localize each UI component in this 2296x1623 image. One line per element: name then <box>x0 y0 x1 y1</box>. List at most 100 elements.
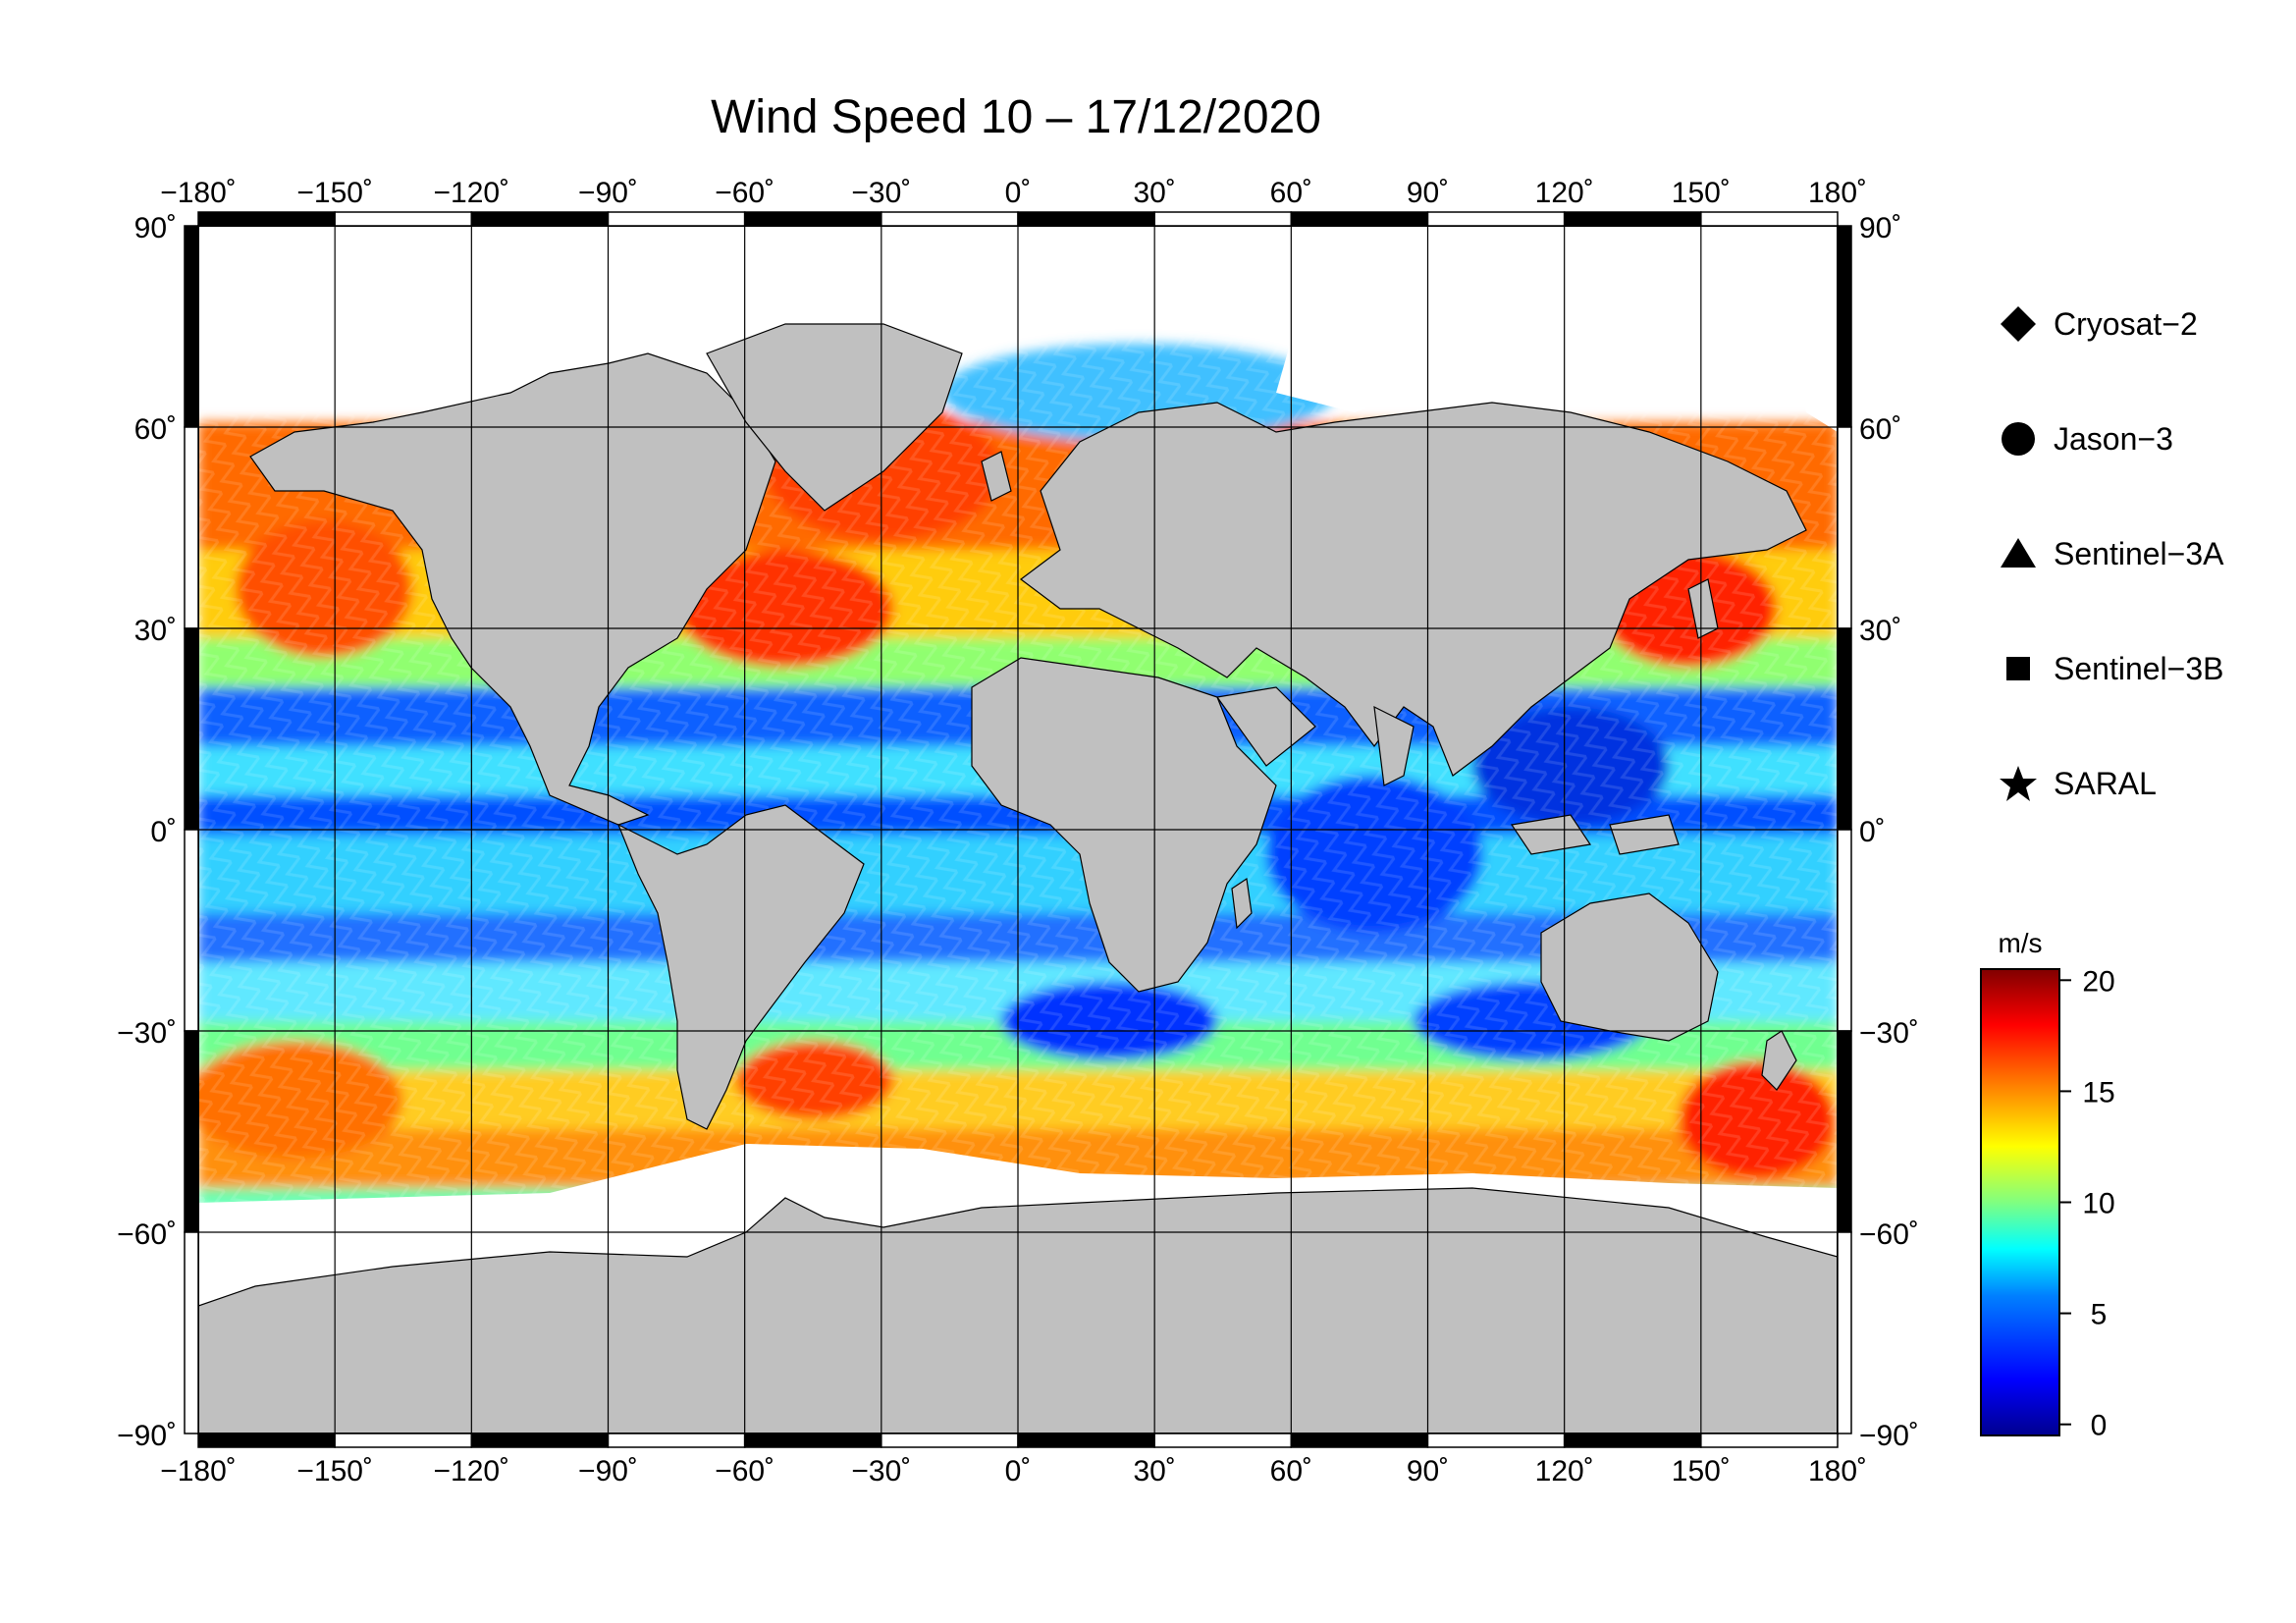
frame-segment <box>197 1433 336 1448</box>
lat-tick-label: −90˚ <box>1859 1420 1919 1452</box>
frame-segment <box>1426 211 1566 227</box>
colorbar-tick-label: 0 <box>2091 1410 2108 1442</box>
frame-segment <box>470 211 610 227</box>
circle-icon <box>2002 422 2035 456</box>
frame-segment <box>881 1433 1019 1448</box>
lat-tick-label: −60˚ <box>117 1218 177 1251</box>
frame-segment <box>184 225 199 428</box>
legend-label: Sentinel−3B <box>2054 651 2224 686</box>
lon-tick-label: 90˚ <box>1407 177 1449 209</box>
lon-tick-label: 120˚ <box>1535 1455 1594 1488</box>
lat-tick-labels-right: 90˚ 60˚ 30˚ 0˚ −30˚ −60˚ −90˚ <box>1859 212 1919 1452</box>
lon-tick-label: −180˚ <box>160 177 237 209</box>
legend-item-jason: Jason−3 <box>1999 419 2293 459</box>
star-icon <box>2000 766 2037 801</box>
square-icon <box>2006 657 2030 680</box>
frame-segment <box>197 211 336 227</box>
lon-tick-label: 0˚ <box>1005 1455 1032 1488</box>
lat-tick-label: 0˚ <box>150 816 177 848</box>
frame-segment <box>1563 1433 1702 1448</box>
lon-tick-label: −150˚ <box>296 177 373 209</box>
frame-segment <box>1837 829 1852 1032</box>
frame-segment <box>1426 1433 1566 1448</box>
lat-tick-label: −60˚ <box>1859 1218 1919 1251</box>
frame-segment <box>881 211 1019 227</box>
legend-label: Cryosat−2 <box>2054 306 2198 342</box>
frame-segment <box>1563 211 1702 227</box>
lat-tick-label: 60˚ <box>134 413 177 446</box>
lon-tick-label: 60˚ <box>1270 1455 1312 1488</box>
legend-item-saral: SARAL <box>1999 764 2293 803</box>
colorbar <box>1980 968 2060 1436</box>
lat-tick-label: 0˚ <box>1859 816 1886 848</box>
triangle-icon <box>2001 538 2036 568</box>
lon-tick-label: 180˚ <box>1808 1455 1867 1488</box>
legend-item-sentinel-3b: Sentinel−3B <box>1999 649 2293 688</box>
lon-tick-labels-top: −180˚ −150˚ −120˚ −90˚ −60˚ −30˚ 0˚ 30˚ 60˚ 90˚ 12… <box>160 177 1867 209</box>
lon-tick-label: −120˚ <box>434 177 510 209</box>
legend-label: Sentinel−3A <box>2054 536 2224 571</box>
lon-tick-label: 30˚ <box>1133 177 1175 209</box>
lon-tick-label: 150˚ <box>1672 1455 1731 1488</box>
lat-tick-label: −90˚ <box>117 1420 177 1452</box>
lat-tick-labels-left: 90˚ 60˚ 30˚ 0˚ −30˚ −60˚ −90˚ <box>117 212 177 1452</box>
lon-tick-label: −90˚ <box>578 1455 638 1488</box>
lon-tick-labels-bottom: −180˚ −150˚ −120˚ −90˚ −60˚ −30˚ 0˚ 30˚ 60˚ 90˚ 12… <box>160 1455 1867 1488</box>
lon-tick-label: −180˚ <box>160 1455 237 1488</box>
lon-tick-label: −30˚ <box>851 177 911 209</box>
lat-tick-label: 30˚ <box>1859 615 1901 647</box>
frame-segment <box>184 1231 199 1434</box>
frame-segment <box>1837 225 1852 428</box>
diamond-icon <box>2001 306 2036 342</box>
frame-segment <box>1153 211 1293 227</box>
colorbar-unit: m/s <box>1998 928 2043 958</box>
frame-segment <box>743 211 882 227</box>
legend-label: Jason−3 <box>2054 421 2173 457</box>
frame-segment <box>1153 1433 1293 1448</box>
lat-tick-label: −30˚ <box>117 1017 177 1050</box>
frame-segment <box>334 211 473 227</box>
frame-segment <box>743 1433 882 1448</box>
frame-segment <box>470 1433 610 1448</box>
lon-tick-label: −120˚ <box>434 1455 510 1488</box>
frame-segment <box>1700 1433 1839 1448</box>
chart-title: Wind Speed 10 – 17/12/2020 <box>711 91 1321 143</box>
lat-tick-label: 90˚ <box>134 212 177 244</box>
frame-segment <box>184 1030 199 1233</box>
frame-segment <box>184 627 199 831</box>
legend-item-cryosat: Cryosat−2 <box>1999 304 2293 344</box>
frame-segment <box>1290 211 1429 227</box>
frame-segment <box>1837 1231 1852 1434</box>
lon-tick-label: 120˚ <box>1535 177 1594 209</box>
colorbar-tick-label: 5 <box>2091 1299 2108 1331</box>
colorbar-tick-label: 15 <box>2082 1076 2114 1109</box>
frame-segment <box>1837 1030 1852 1233</box>
lon-tick-label: −150˚ <box>296 1455 373 1488</box>
lon-tick-label: 90˚ <box>1407 1455 1449 1488</box>
lat-tick-label: 30˚ <box>134 615 177 647</box>
frame-segment <box>1290 1433 1429 1448</box>
lat-tick-label: 90˚ <box>1859 212 1901 244</box>
colorbar-tick-label: 20 <box>2082 965 2114 998</box>
legend-item-sentinel-3a: Sentinel−3A <box>1999 534 2293 573</box>
lon-tick-label: −60˚ <box>715 1455 774 1488</box>
lon-tick-label: 180˚ <box>1808 177 1867 209</box>
lon-tick-label: −90˚ <box>578 177 638 209</box>
frame-segment <box>184 426 199 629</box>
lon-tick-label: 60˚ <box>1270 177 1312 209</box>
frame-segment <box>607 1433 746 1448</box>
colorbar-tick-label: 10 <box>2082 1188 2114 1220</box>
frame-segment <box>1837 627 1852 831</box>
lat-tick-label: 60˚ <box>1859 413 1901 446</box>
lat-tick-label: −30˚ <box>1859 1017 1919 1050</box>
frame-segment <box>334 1433 473 1448</box>
frame-segment <box>184 829 199 1032</box>
lon-tick-label: 150˚ <box>1672 177 1731 209</box>
lon-tick-label: 0˚ <box>1005 177 1032 209</box>
lon-tick-label: 30˚ <box>1133 1455 1175 1488</box>
frame-segment <box>1017 1433 1155 1448</box>
frame-segment <box>1700 211 1839 227</box>
frame-segment <box>1837 426 1852 629</box>
frame-segment <box>607 211 746 227</box>
